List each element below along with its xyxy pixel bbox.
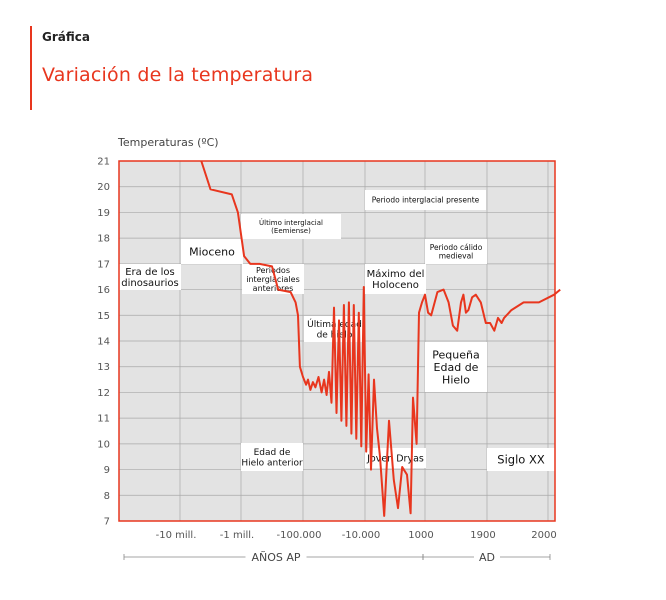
page-title: Variación de la temperatura	[42, 64, 314, 86]
accent-bar	[30, 26, 32, 110]
y-tick-label: 16	[97, 285, 110, 296]
annotation-text: interglaciales	[246, 275, 300, 284]
annotation-text: Edad de	[434, 361, 479, 374]
y-ticks: 7 8 9 10 11 12 13 14 15 16 17 18 19 20 21	[97, 157, 110, 528]
x-tick-label: 2000	[531, 530, 556, 541]
y-axis-label: Temperaturas (ºC)	[118, 136, 219, 149]
annotation-box	[241, 214, 341, 239]
annotation-box	[487, 448, 555, 471]
x-tick-label: -100.000	[277, 530, 322, 541]
x-group-label: AD	[479, 551, 495, 564]
annotation-text: Era de los	[125, 267, 175, 278]
x-tick-label: 1900	[470, 530, 495, 541]
y-tick-label: 18	[97, 234, 110, 245]
y-tick-label: 17	[97, 259, 110, 270]
annotation-text: Joven Dryas	[366, 453, 424, 464]
annotation-text: Periodo cálido	[430, 243, 483, 252]
y-tick-label: 12	[97, 388, 110, 399]
y-tick-label: 15	[97, 311, 110, 322]
y-tick-label: 21	[97, 157, 110, 168]
annotation-box	[365, 264, 426, 294]
y-tick-label: 14	[97, 337, 110, 348]
annotation-box	[365, 190, 486, 210]
annotation-text: Hielo anterior	[241, 458, 303, 468]
annotation: Joven Dryas	[365, 448, 426, 468]
annotation-text: anteriores	[253, 284, 294, 293]
annotation-text: Holoceno	[372, 280, 419, 291]
annotation-text: dinosaurios	[121, 278, 178, 289]
annotation-box	[425, 342, 487, 392]
annotation-text: Último interglacial	[259, 218, 323, 227]
annotation-text: Edad de	[254, 448, 291, 458]
x-tick-label: -1 mill.	[220, 530, 254, 541]
annotation: Mioceno	[181, 239, 243, 264]
section-label: Gráfica	[42, 30, 90, 44]
x-group-label: AÑOS AP	[251, 551, 300, 564]
x-axis-groups: AÑOS AP AD	[123, 551, 551, 564]
annotation-text: Hielo	[442, 373, 470, 386]
x-ticks: -10 mill. -1 mill. -100.000 -10.000 1000 1900…	[156, 530, 557, 541]
y-tick-label: 11	[97, 414, 110, 425]
annotation-text: (Eemiense)	[271, 227, 311, 235]
annotation: Periodo interglacial presente	[365, 190, 486, 210]
y-tick-label: 20	[97, 182, 110, 193]
y-tick-label: 10	[97, 439, 110, 450]
x-tick-label: 1000	[408, 530, 433, 541]
annotation-text: Mioceno	[189, 245, 235, 258]
y-tick-label: 7	[104, 517, 110, 528]
annotation-text: Pequeña	[432, 349, 479, 362]
annotation-box	[119, 264, 181, 290]
x-tick-label: -10 mill.	[156, 530, 197, 541]
y-tick-label: 13	[97, 362, 110, 373]
annotation: Siglo XX	[487, 448, 555, 471]
annotation-box	[241, 443, 303, 471]
annotation-text: Periodo interglacial presente	[372, 196, 480, 205]
annotation-text: medieval	[439, 251, 474, 260]
annotation-box	[181, 239, 243, 264]
annotation-text: Siglo XX	[497, 453, 545, 467]
temperature-series-line	[200, 160, 561, 517]
annotation-box	[425, 239, 487, 264]
x-tick-label: -10.000	[342, 530, 381, 541]
annotation: Último interglacial(Eemiense)	[241, 214, 341, 239]
y-tick-label: 8	[104, 491, 110, 502]
y-tick-label: 19	[97, 208, 110, 219]
plot-frame	[118, 160, 556, 522]
annotation-text: Máximo del	[367, 268, 425, 280]
y-tick-label: 9	[104, 465, 110, 476]
